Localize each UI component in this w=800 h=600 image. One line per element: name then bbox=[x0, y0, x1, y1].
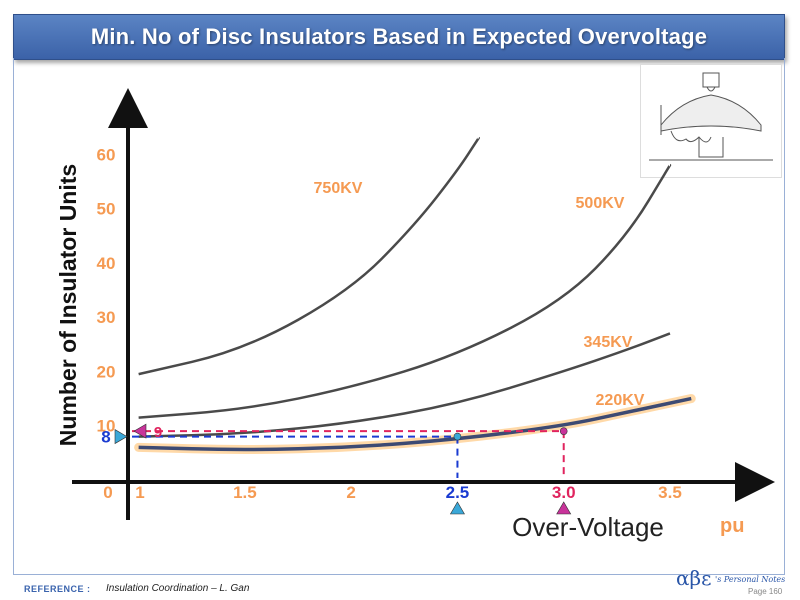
annotation-point bbox=[559, 427, 568, 435]
y-tick-label: 10 bbox=[97, 417, 116, 436]
slide-title: Min. No of Disc Insulators Based in Expe… bbox=[90, 24, 708, 49]
series-labels: 750KV 500KV 345KV 220KV bbox=[314, 180, 645, 409]
series-label-750kv: 750KV bbox=[314, 180, 363, 197]
y-tick-label: 30 bbox=[97, 308, 116, 327]
x-tick-label: 0 bbox=[103, 483, 112, 502]
slide-frame bbox=[13, 58, 785, 575]
y-tick-label: 50 bbox=[97, 200, 116, 219]
series-line-345kv bbox=[138, 332, 671, 438]
series-label-345kv: 345KV bbox=[584, 334, 633, 351]
x-tick-label: 3.5 bbox=[658, 483, 682, 502]
y-tick-label: 60 bbox=[97, 145, 116, 164]
y-axis-label: Number of Insulator Units bbox=[55, 164, 81, 446]
footer-reference-source: Insulation Coordination – L. Gan bbox=[106, 583, 250, 594]
annotation-y-label: 9 bbox=[154, 424, 162, 441]
series-label-500kv: 500KV bbox=[576, 195, 625, 212]
y-tick-label: 40 bbox=[97, 254, 116, 273]
series-line-220kv bbox=[138, 396, 692, 452]
annotation-x-marker bbox=[556, 501, 572, 515]
curves bbox=[134, 137, 696, 454]
series-label-220kv: 220KV bbox=[596, 392, 645, 409]
annotation-y-marker bbox=[133, 423, 147, 439]
annotation-x-marker bbox=[449, 501, 465, 515]
x-axis-unit: pu bbox=[720, 515, 744, 537]
x-axis-label: Over-Voltage bbox=[512, 512, 664, 542]
series-line-500kv bbox=[138, 164, 672, 419]
page-number: Page 160 bbox=[748, 587, 783, 596]
insulator-disc-icon bbox=[649, 72, 773, 161]
brand-subtitle: 's Personal Notes bbox=[715, 575, 786, 584]
annotation-y-marker bbox=[114, 429, 128, 445]
footer-reference-label: REFERENCE : bbox=[24, 584, 91, 594]
title-bar: Min. No of Disc Insulators Based in Expe… bbox=[13, 14, 785, 60]
annotation-x-label: 3.0 bbox=[552, 483, 576, 502]
series-line-750kv bbox=[138, 137, 480, 376]
y-tick-label: 20 bbox=[97, 362, 116, 381]
x-tick-label: 1.5 bbox=[233, 483, 257, 502]
x-tick-label: 2 bbox=[346, 483, 355, 502]
annotation-y-label: 8 bbox=[101, 428, 110, 447]
x-tick-label: 1 bbox=[135, 483, 144, 502]
insulator-disc-diagram bbox=[640, 64, 782, 178]
annotation-x-label: 2.5 bbox=[446, 483, 470, 502]
annotation-point bbox=[453, 432, 462, 441]
axes bbox=[72, 88, 775, 520]
brand-logo: αβε bbox=[676, 566, 712, 590]
tick-labels: 0 1 1.5 2 3.5 10 20 30 40 50 60 bbox=[97, 145, 682, 502]
annotations: 2.5 8 3.0 9 bbox=[101, 423, 576, 515]
